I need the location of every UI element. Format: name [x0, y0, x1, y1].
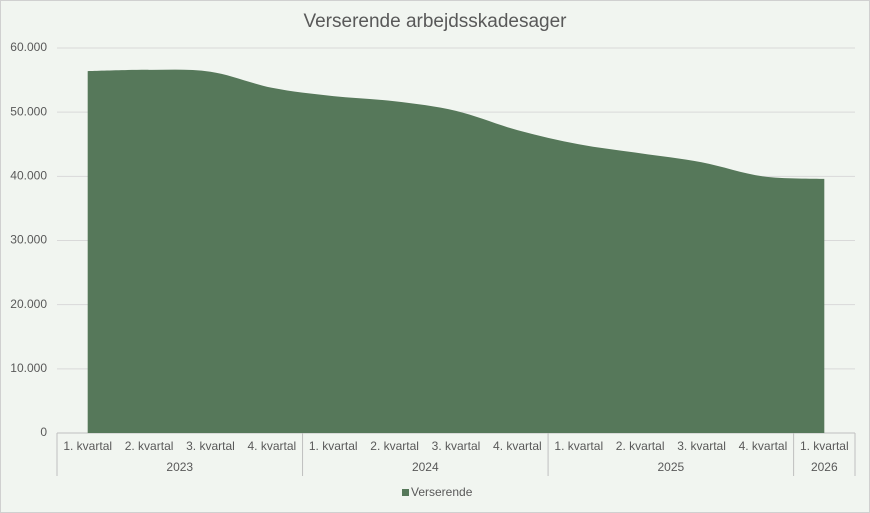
y-tick-label: 40.000 — [10, 169, 47, 183]
x-group-label: 2025 — [657, 460, 684, 474]
y-tick-label: 50.000 — [10, 104, 47, 118]
y-tick-label: 10.000 — [10, 361, 47, 375]
x-group-label: 2026 — [811, 460, 838, 474]
y-tick-label: 0 — [40, 425, 47, 439]
x-tick-label: 1. kvartal — [309, 439, 358, 453]
x-tick-label: 4. kvartal — [493, 439, 542, 453]
x-tick-label: 1. kvartal — [554, 439, 603, 453]
y-tick-label: 60.000 — [10, 40, 47, 54]
x-tick-label: 3. kvartal — [432, 439, 481, 453]
x-tick-label: 3. kvartal — [186, 439, 235, 453]
area — [87, 69, 825, 434]
x-tick-label: 1. kvartal — [800, 439, 849, 453]
legend-label: Verserende — [411, 485, 473, 499]
x-group-label: 2024 — [412, 460, 439, 474]
chart-title: Verserende arbejdsskadesager — [303, 11, 567, 32]
x-tick-label: 3. kvartal — [677, 439, 726, 453]
y-tick-label: 20.000 — [10, 297, 47, 311]
x-tick-label: 2. kvartal — [125, 439, 174, 453]
legend-swatch — [402, 489, 409, 496]
x-tick-label: 1. kvartal — [63, 439, 112, 453]
x-tick-label: 4. kvartal — [739, 439, 788, 453]
x-tick-label: 4. kvartal — [248, 439, 297, 453]
x-tick-label: 2. kvartal — [370, 439, 419, 453]
y-tick-label: 30.000 — [10, 233, 47, 247]
x-tick-label: 2. kvartal — [616, 439, 665, 453]
x-group-label: 2023 — [166, 460, 193, 474]
